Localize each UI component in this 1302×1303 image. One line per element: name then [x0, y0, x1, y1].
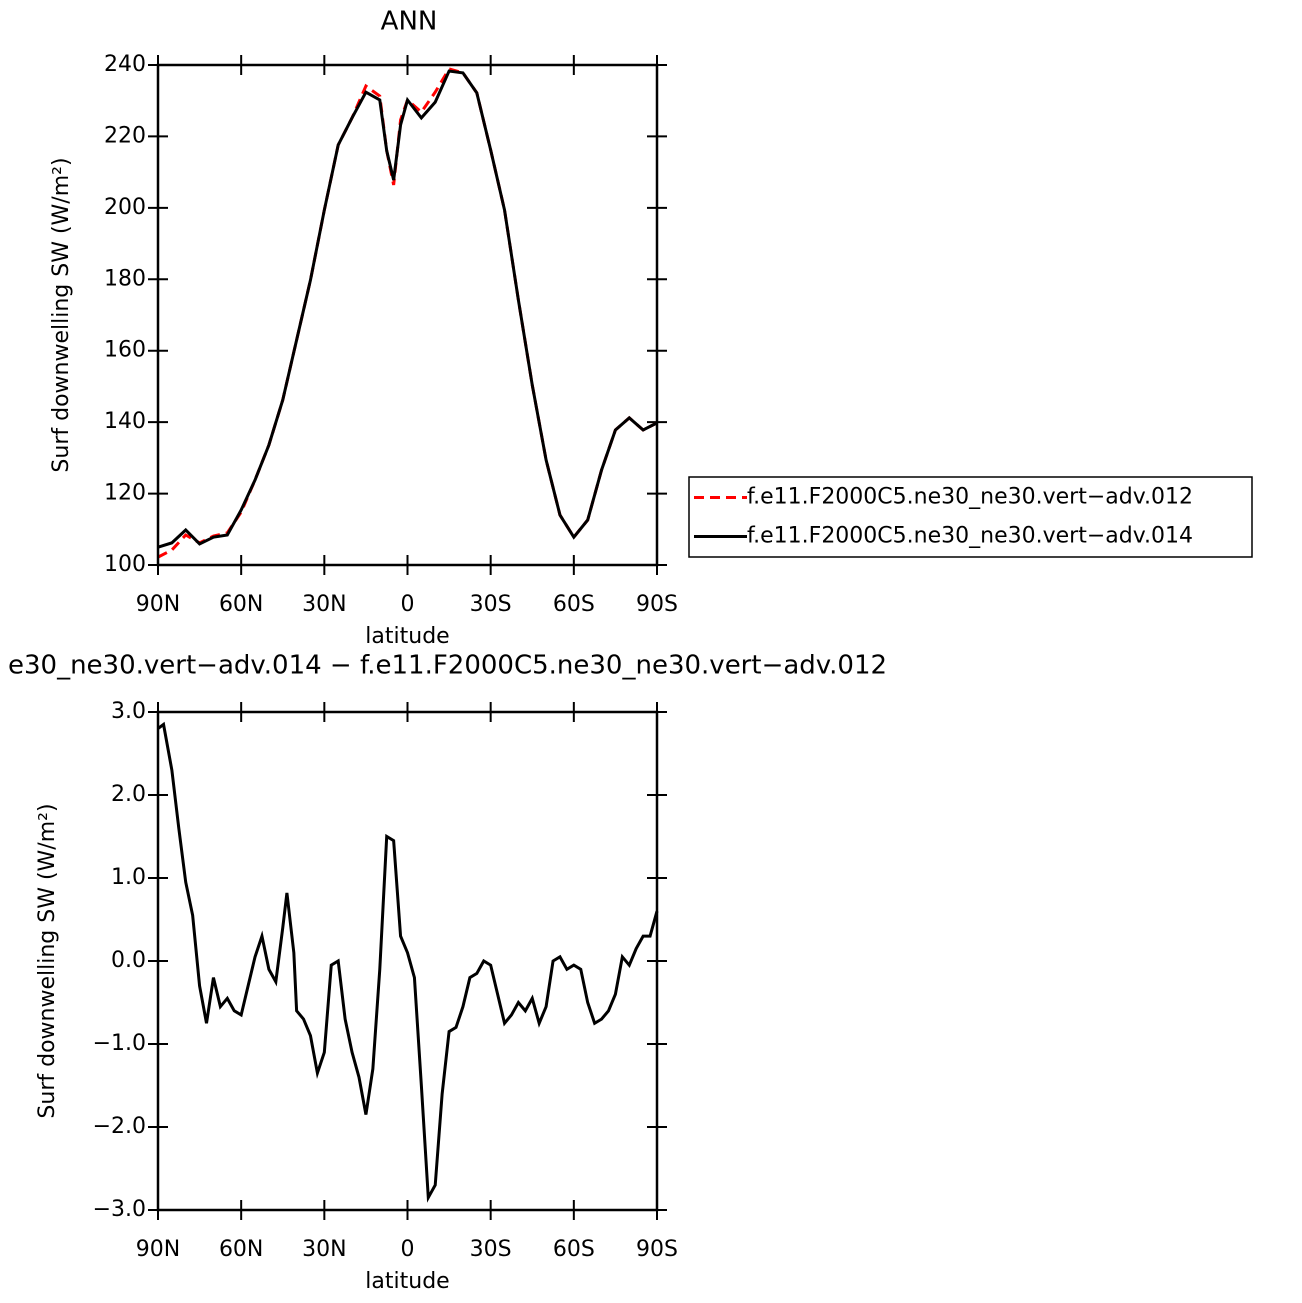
plot-frame [156, 63, 659, 567]
y-tick-label: 1.0 [111, 865, 146, 890]
legend-box [688, 476, 1253, 558]
x-tick-label: 0 [401, 1237, 415, 1262]
y-tick-label: 180 [104, 266, 146, 291]
x-tick-label: 60S [553, 592, 595, 617]
data-line [157, 721, 659, 1203]
legend-label: f.e11.F2000C5.ne30_ne30.vert−adv.014 [747, 524, 1193, 549]
x-tick-label: 90S [636, 592, 678, 617]
x-tick-label: 30N [302, 592, 346, 617]
chart-title: e30_ne30.vert−adv.014 − f.e11.F2000C5.ne… [8, 651, 887, 681]
y-tick-label: −2.0 [93, 1114, 146, 1139]
x-tick-label: 60S [553, 1237, 595, 1262]
y-tick-label: −3.0 [93, 1197, 146, 1222]
x-tick-label: 30N [302, 1237, 346, 1262]
x-tick-label: 60N [219, 592, 263, 617]
x-axis-label: latitude [365, 1269, 449, 1294]
x-tick-label: 90N [136, 1237, 180, 1262]
y-tick-label: 0.0 [111, 948, 146, 973]
chart-title: ANN [381, 7, 438, 37]
x-tick-label: 30S [470, 592, 512, 617]
y-tick-label: −1.0 [93, 1031, 146, 1056]
legend-label: f.e11.F2000C5.ne30_ne30.vert−adv.012 [747, 485, 1193, 510]
y-axis-label: Surf downwelling SW (W/m²) [49, 157, 74, 472]
x-tick-label: 90S [636, 1237, 678, 1262]
y-tick-label: 160 [104, 338, 146, 363]
x-tick-label: 30S [470, 1237, 512, 1262]
y-tick-label: 240 [104, 52, 146, 77]
y-tick-label: 2.0 [111, 782, 146, 807]
y-tick-label: 120 [104, 481, 146, 506]
data-line [157, 67, 658, 559]
plot-frame [156, 710, 659, 1212]
y-tick-label: 100 [104, 552, 146, 577]
data-line [157, 69, 658, 549]
x-tick-label: 0 [401, 592, 415, 617]
y-tick-label: 220 [104, 123, 146, 148]
x-tick-label: 90N [136, 592, 180, 617]
y-tick-label: 200 [104, 195, 146, 220]
y-tick-label: 3.0 [111, 699, 146, 724]
y-axis-label: Surf downwelling SW (W/m²) [35, 803, 60, 1118]
x-tick-label: 60N [219, 1237, 263, 1262]
x-axis-label: latitude [365, 624, 449, 649]
y-tick-label: 140 [104, 409, 146, 434]
